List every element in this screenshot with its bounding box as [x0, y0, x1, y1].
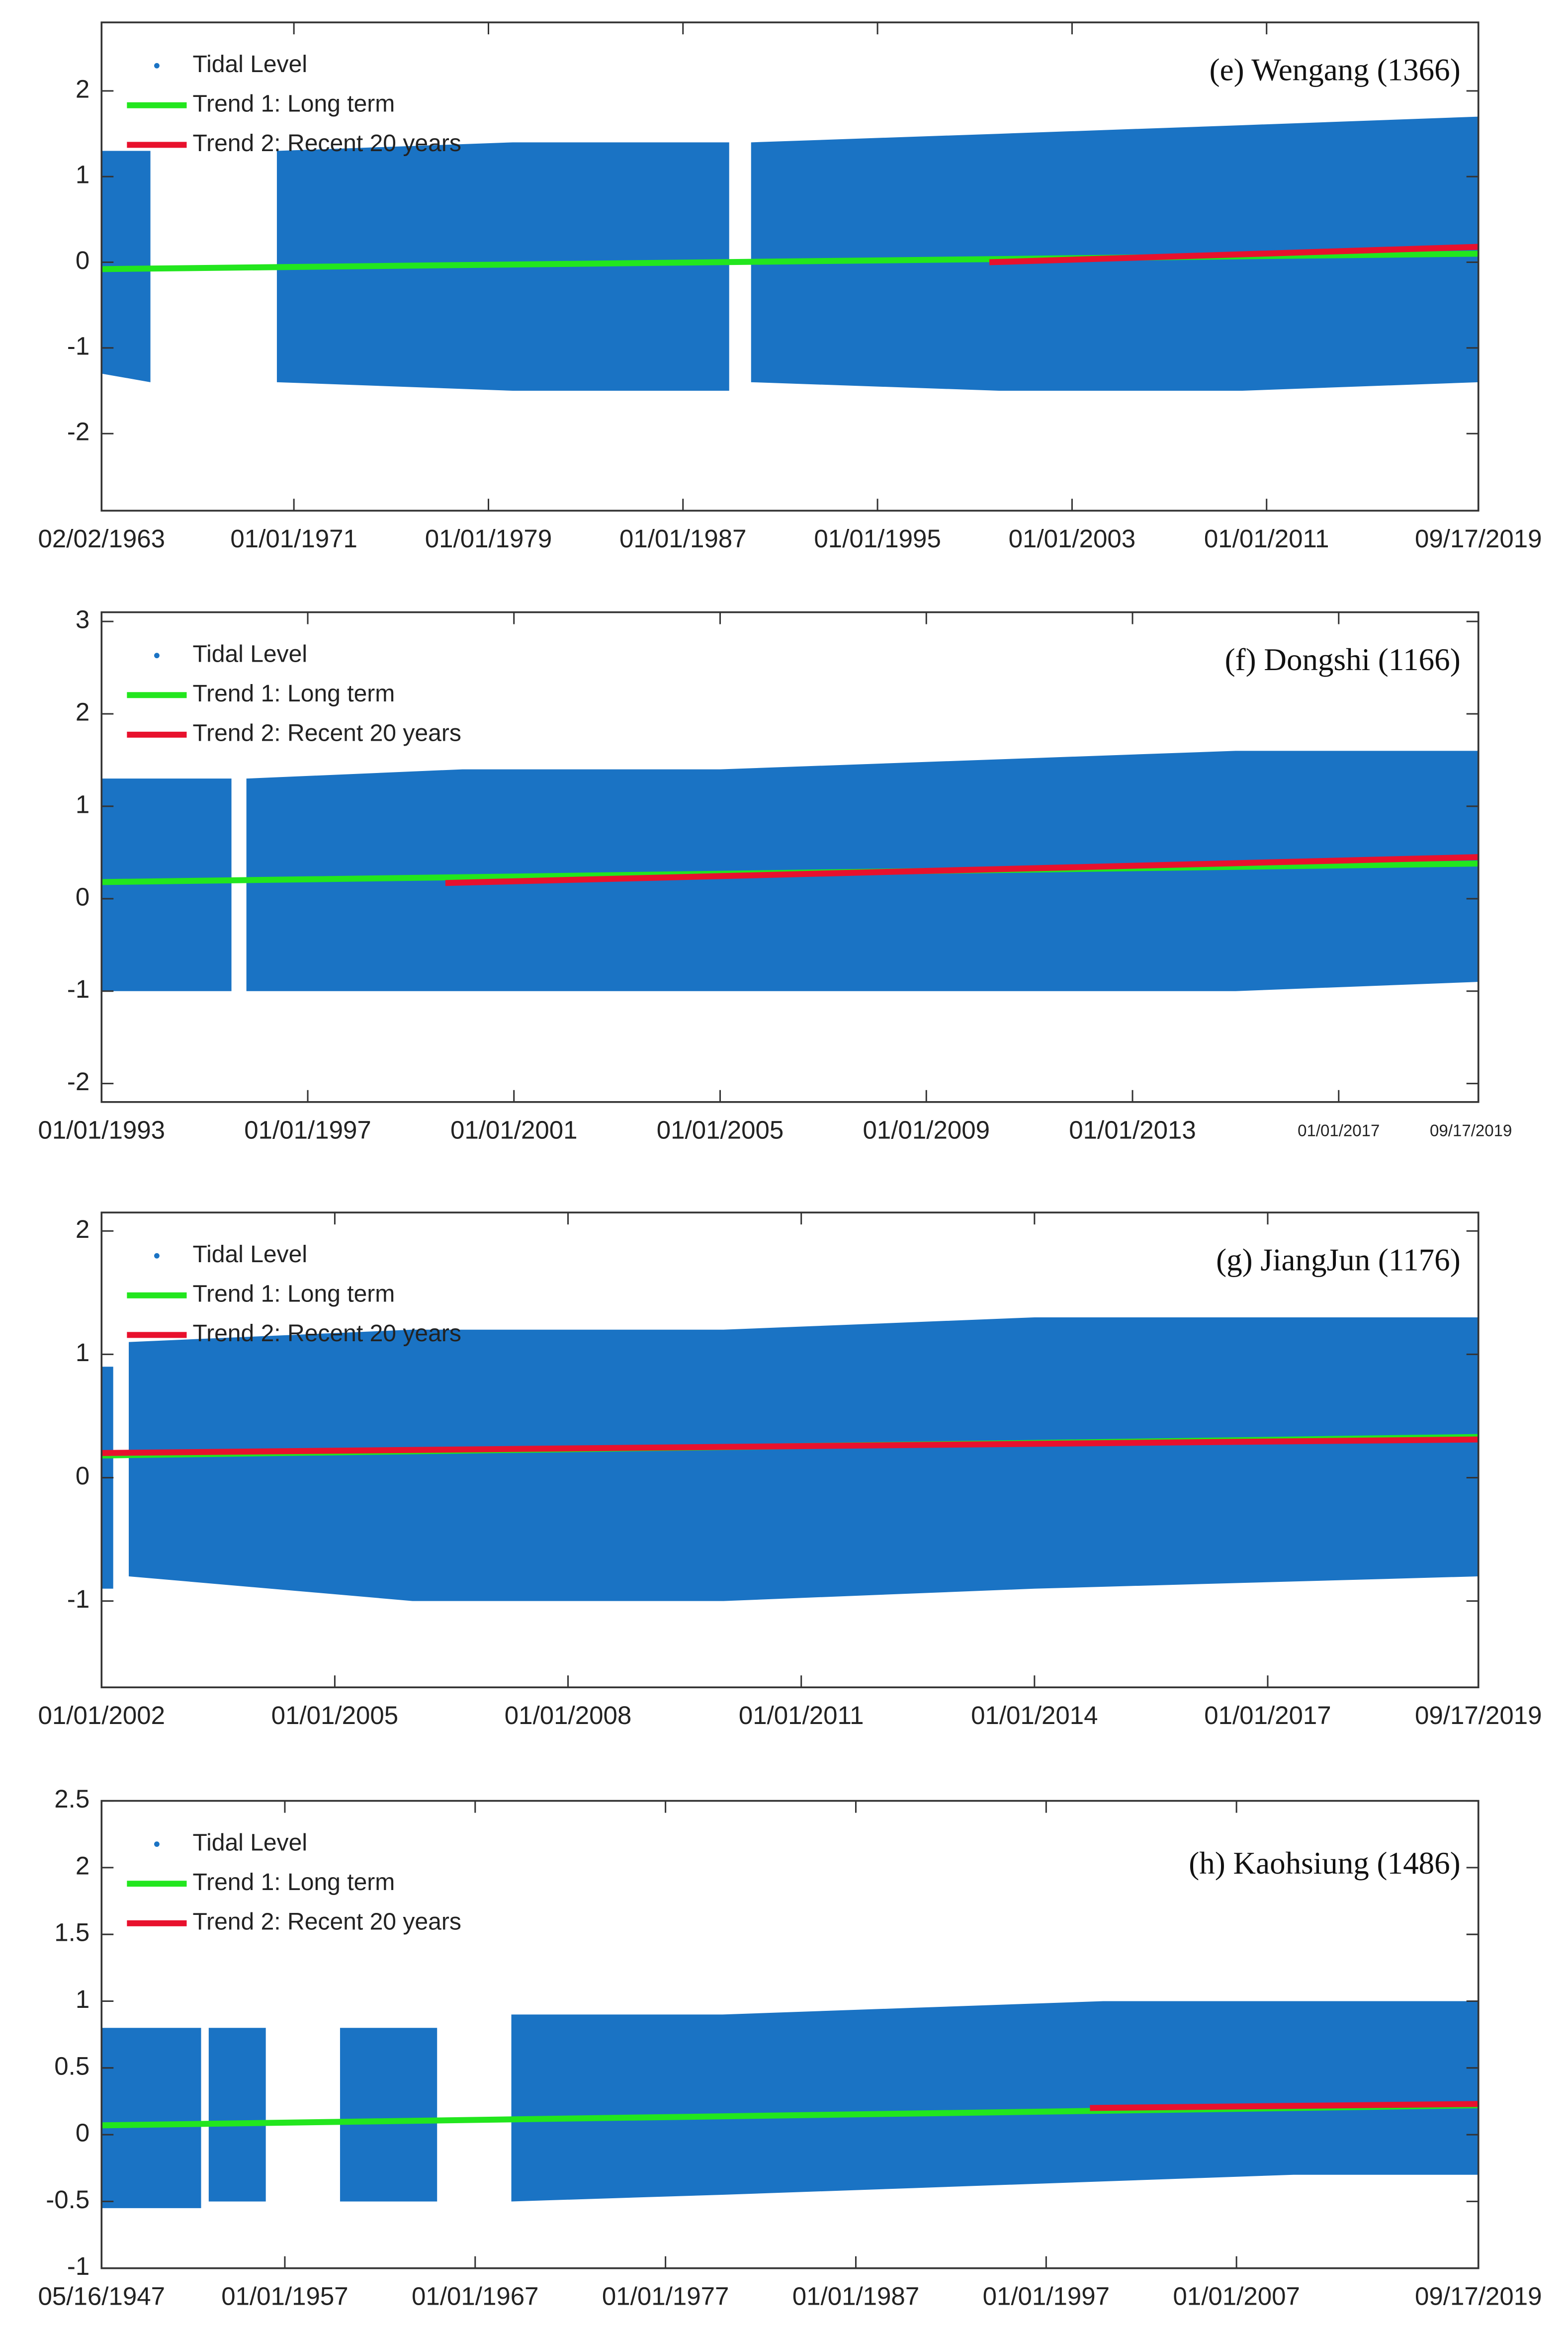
tidal-level-area	[340, 2028, 437, 2202]
panel-title: (f) Dongshi (1166)	[1225, 642, 1461, 677]
y-tick-label: 1	[76, 161, 89, 189]
y-tick-label: 1.5	[54, 1918, 89, 1947]
trend-line	[1090, 2101, 1479, 2111]
x-tick-label: 09/17/2019	[1415, 524, 1542, 553]
y-tick-label: -1	[67, 2252, 89, 2280]
legend-label: Tidal Level	[193, 640, 308, 667]
y-tick-label: -1	[67, 332, 89, 360]
x-tick-label: 09/17/2019	[1415, 2282, 1542, 2310]
legend-label: Trend 2: Recent 20 years	[193, 1320, 461, 1347]
legend-marker	[154, 1253, 160, 1259]
y-tick-label: -2	[67, 1067, 89, 1096]
x-tick-label: 01/01/2011	[1204, 524, 1329, 553]
y-tick-label: 0	[76, 882, 89, 911]
y-tick-label: 0	[76, 246, 89, 274]
y-tick-label: -2	[67, 418, 89, 446]
legend-label: Trend 2: Recent 20 years	[193, 720, 461, 747]
x-tick-label: 01/01/2017	[1204, 1701, 1331, 1729]
x-tick-label: 01/01/1997	[244, 1116, 371, 1144]
x-tick-label: 01/01/2013	[1069, 1116, 1196, 1144]
legend-marker	[154, 1841, 160, 1847]
trend-line	[101, 1436, 1479, 1456]
x-tick-label: 01/01/1987	[619, 524, 746, 553]
x-tick-label: 01/01/2002	[38, 1701, 165, 1729]
tidal-level-area	[751, 116, 1479, 391]
x-tick-label: 01/01/2017	[1298, 1122, 1380, 1140]
legend-marker	[154, 63, 160, 69]
tidal-level-area	[101, 2028, 201, 2208]
tidal-level-area	[129, 1317, 1479, 1601]
y-tick-label: 2	[76, 1851, 89, 1880]
y-tick-label: 0	[76, 1462, 89, 1490]
legend-label: Tidal Level	[193, 51, 308, 78]
x-tick-label: 01/01/1995	[814, 524, 941, 553]
tidal-level-area	[208, 2028, 266, 2202]
plot-area	[101, 1317, 1479, 1601]
x-tick-label: 01/01/1979	[425, 524, 552, 553]
panel-title: (e) Wengang (1366)	[1210, 53, 1461, 87]
y-tick-label: 1	[76, 790, 89, 818]
y-tick-label: 1	[76, 1985, 89, 2013]
x-tick-label: 01/01/2001	[450, 1116, 577, 1144]
plot-frame	[100, 21, 1480, 512]
legend-marker	[154, 653, 160, 659]
x-tick-label: 01/01/2007	[1173, 2282, 1300, 2310]
y-tick-label: -0.5	[46, 2185, 89, 2214]
plot-area	[101, 2001, 1479, 2208]
trend-line	[445, 854, 1479, 886]
panel-title: (h) Kaohsiung (1486)	[1189, 1846, 1460, 1881]
plot-frame	[100, 611, 1480, 1103]
tidal-level-area	[511, 2001, 1479, 2202]
x-tick-label: 01/01/1997	[983, 2282, 1110, 2310]
x-tick-label: 01/01/1967	[412, 2282, 538, 2310]
y-tick-label: 1	[76, 1338, 89, 1367]
x-tick-label: 01/01/2003	[1009, 524, 1135, 553]
y-tick-label: 2.5	[54, 1785, 89, 1813]
legend-label: Trend 1: Long term	[193, 680, 395, 707]
y-tick-label: 2	[76, 1215, 89, 1243]
tidal-level-area	[101, 778, 232, 991]
x-tick-label: 01/01/2014	[971, 1701, 1098, 1729]
x-tick-label: 02/02/1963	[38, 524, 165, 553]
panel-title: (g) JiangJun (1176)	[1216, 1243, 1461, 1278]
x-tick-label: 01/01/2005	[657, 1116, 784, 1144]
y-tick-label: 2	[76, 698, 89, 726]
legend-label: Tidal Level	[193, 1829, 308, 1856]
x-tick-label: 01/01/1977	[602, 2282, 729, 2310]
x-tick-label: 01/01/2005	[271, 1701, 398, 1729]
y-tick-label: 3	[76, 605, 89, 634]
x-tick-label: 09/17/2019	[1415, 1701, 1542, 1729]
x-tick-label: 09/17/2019	[1430, 1122, 1512, 1140]
x-tick-label: 01/01/1971	[230, 524, 357, 553]
x-tick-label: 05/16/1947	[38, 2282, 165, 2310]
y-tick-label: -1	[67, 975, 89, 1003]
x-tick-label: 01/01/2011	[739, 1701, 864, 1729]
x-tick-label: 01/01/1993	[38, 1116, 165, 1144]
legend-label: Trend 2: Recent 20 years	[193, 1908, 461, 1935]
trend-line	[989, 244, 1479, 265]
legend-label: Tidal Level	[193, 1241, 308, 1268]
x-tick-label: 01/01/1987	[792, 2282, 919, 2310]
y-tick-label: 2	[76, 75, 89, 103]
y-tick-label: 0.5	[54, 2052, 89, 2080]
plot-area	[101, 116, 1479, 391]
legend-label: Trend 1: Long term	[193, 1869, 395, 1896]
x-tick-label: 01/01/2008	[505, 1701, 631, 1729]
plot-area	[101, 751, 1479, 991]
y-tick-label: -1	[67, 1585, 89, 1613]
plot-frame	[100, 1211, 1480, 1689]
plot-frame	[100, 1800, 1480, 2269]
legend-label: Trend 1: Long term	[193, 90, 395, 117]
x-tick-label: 01/01/1957	[221, 2282, 348, 2310]
legend-label: Trend 2: Recent 20 years	[193, 130, 461, 157]
x-tick-label: 01/01/2009	[863, 1116, 990, 1144]
y-tick-label: 0	[76, 2119, 89, 2147]
legend-label: Trend 1: Long term	[193, 1280, 395, 1307]
